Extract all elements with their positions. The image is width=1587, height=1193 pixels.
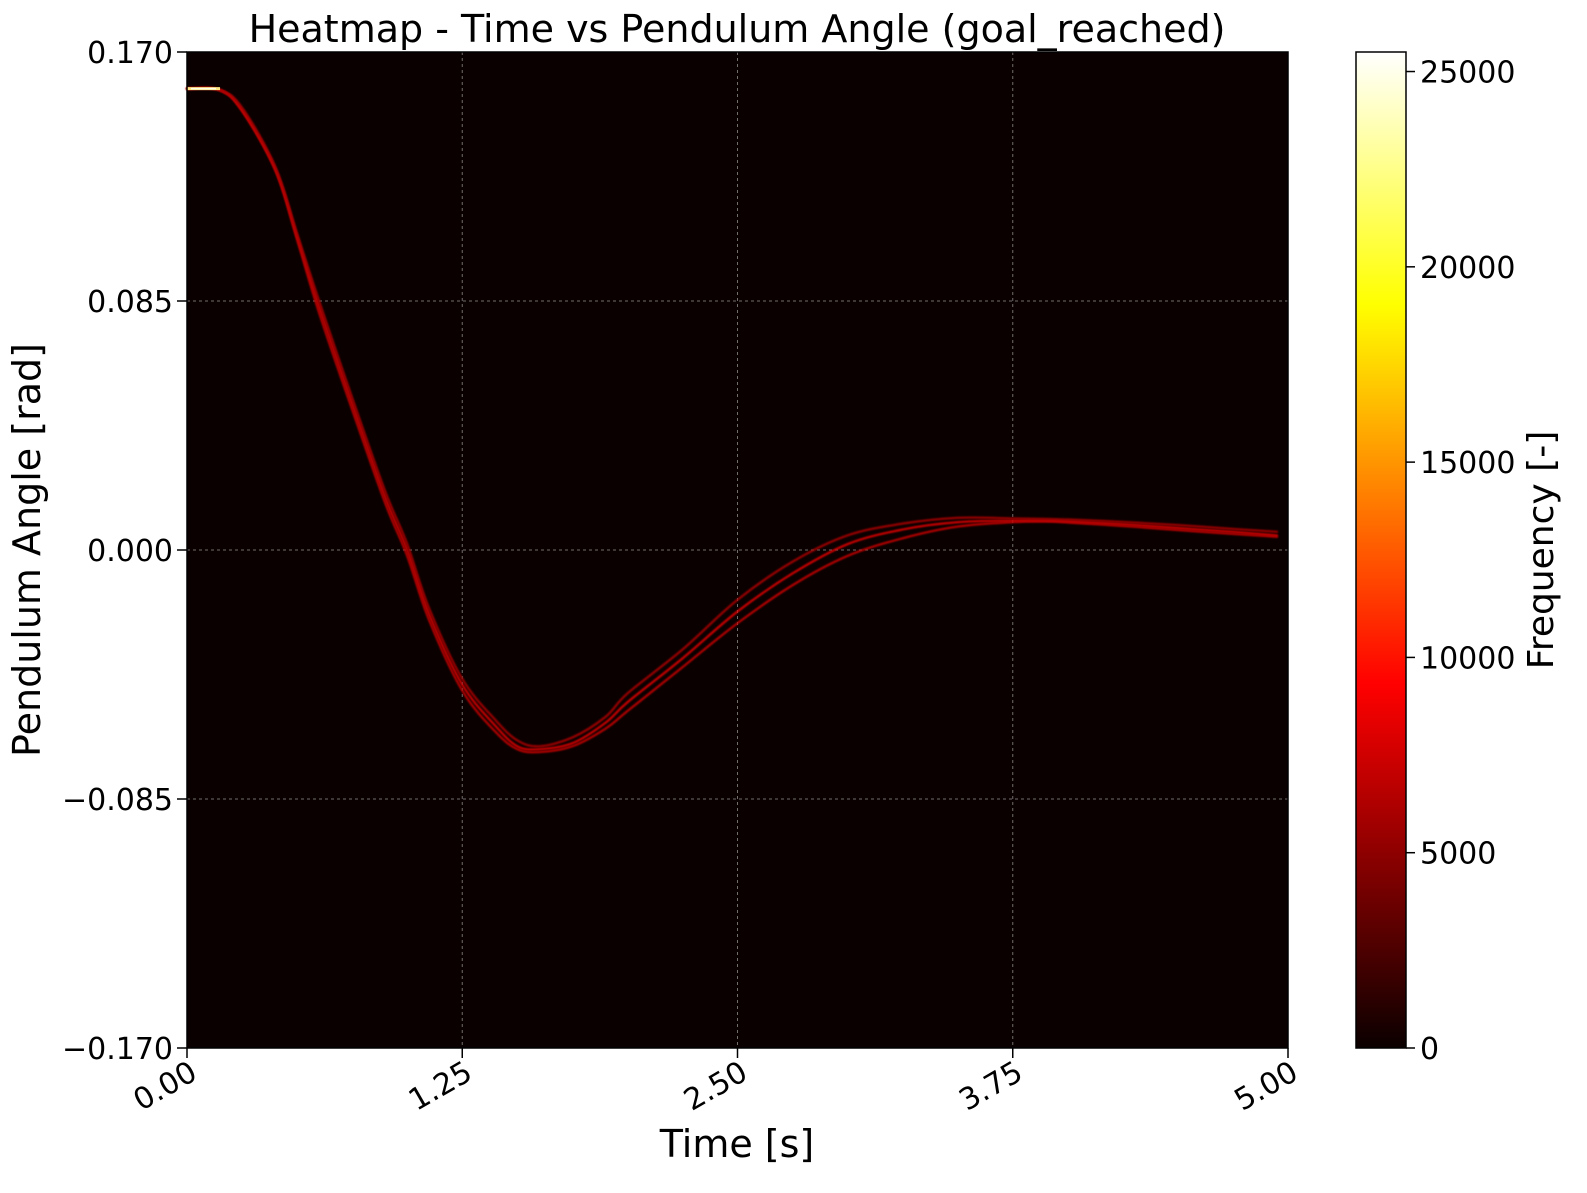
x-axis-ticks: 0.00 1.25 2.50 3.75 5.00	[128, 1048, 1304, 1118]
y-tick-label: −0.085	[62, 783, 173, 818]
colorbar-tick-label: 25000	[1420, 56, 1515, 91]
y-tick-label: 0.170	[87, 36, 173, 71]
y-tick-label: −0.170	[62, 1032, 173, 1067]
x-tick-label: 1.25	[403, 1055, 478, 1119]
colorbar-tick-label: 0	[1420, 1032, 1439, 1067]
y-axis-ticks: 0.170 0.085 0.000 −0.085 −0.170	[62, 36, 187, 1067]
y-tick-label: 0.085	[87, 285, 173, 320]
data-traces	[185, 86, 1279, 754]
trace-series-2	[185, 86, 1279, 754]
colorbar-tick-label: 15000	[1420, 446, 1515, 481]
colorbar-label: Frequency [-]	[1521, 431, 1562, 670]
grid-lines	[187, 52, 1288, 1048]
y-tick-label: 0.000	[87, 534, 173, 569]
colorbar-tick-label: 20000	[1420, 251, 1515, 286]
colorbar-tick-label: 5000	[1420, 837, 1496, 872]
colorbar	[1355, 51, 1407, 1049]
x-axis-label: Time [s]	[659, 1122, 815, 1166]
chart-title: Heatmap - Time vs Pendulum Angle (goal_r…	[249, 7, 1226, 51]
y-axis-label: Pendulum Angle [rad]	[5, 343, 49, 757]
colorbar-ticks: 0 5000 10000 15000 20000 25000	[1406, 56, 1515, 1067]
x-tick-label: 5.00	[1229, 1055, 1304, 1119]
trace-series-3	[185, 87, 1279, 748]
x-tick-label: 2.50	[678, 1055, 753, 1119]
x-tick-label: 3.75	[953, 1055, 1028, 1119]
colorbar-tick-label: 10000	[1420, 641, 1515, 676]
